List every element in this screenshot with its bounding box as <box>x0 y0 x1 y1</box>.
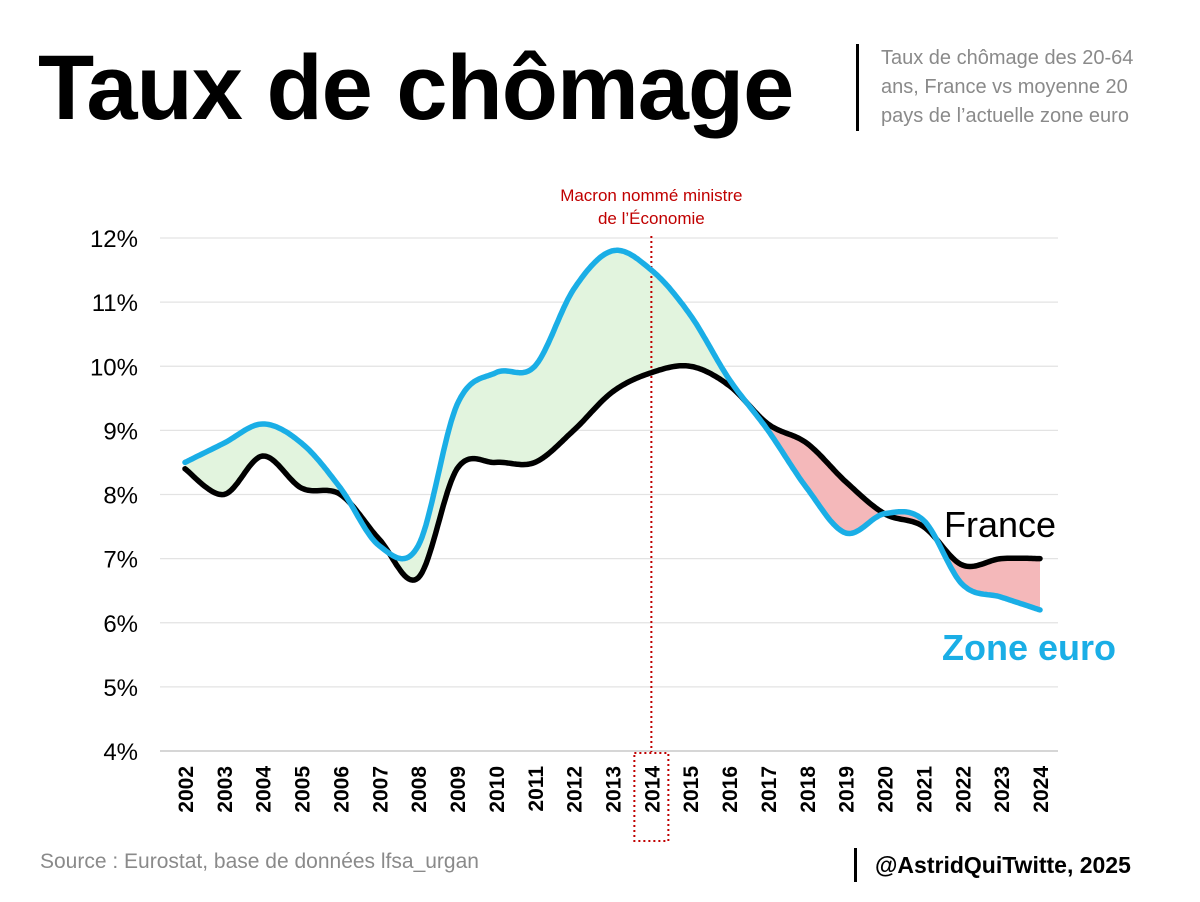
y-tick-label: 8% <box>103 483 138 510</box>
x-tick-label: 2011 <box>525 766 548 812</box>
series-lines <box>182 247 1043 613</box>
x-tick-label: 2012 <box>564 766 587 813</box>
annotation-text-line1: Macron nommé ministre <box>560 186 742 205</box>
y-tick-label: 10% <box>90 354 138 381</box>
series-label-france: France <box>944 504 1056 545</box>
x-tick-label: 2006 <box>330 766 353 813</box>
fill-france-above <box>937 539 1040 610</box>
y-tick-label: 12% <box>90 226 138 253</box>
annotation: Macron nommé ministre de l’Économie <box>560 186 743 842</box>
fill-euro-above <box>391 250 747 581</box>
y-tick-label: 7% <box>103 547 138 574</box>
x-tick-label: 2004 <box>253 766 276 813</box>
x-tick-label: 2014 <box>641 766 664 813</box>
x-tick-label: 2021 <box>913 766 936 813</box>
x-tick-label: 2020 <box>875 766 898 813</box>
x-tick-label: 2024 <box>1030 766 1053 813</box>
x-tick-label: 2017 <box>758 766 781 813</box>
x-tick-label: 2022 <box>952 766 975 813</box>
y-tick-label: 11% <box>92 290 138 317</box>
x-tick-label: 2010 <box>486 766 509 813</box>
annotation-text-line2: de l’Économie <box>598 209 705 228</box>
x-tick-label: 2018 <box>797 766 820 813</box>
x-tick-label: 2005 <box>292 766 315 813</box>
y-tick-label: 4% <box>103 739 138 766</box>
y-tick-label: 5% <box>103 675 138 702</box>
x-tick-label: 2002 <box>175 766 198 813</box>
annotation-box <box>633 752 670 842</box>
chart-subtitle: Taux de chômage des 20-64 ans, France vs… <box>856 44 1171 131</box>
y-tick-label: 9% <box>103 418 138 445</box>
series-label-zone-euro: Zone euro <box>942 627 1116 668</box>
chart-title: Taux de chômage <box>38 37 794 139</box>
x-tick-label: 2016 <box>719 766 742 813</box>
x-tick-label: 2009 <box>447 766 470 813</box>
x-tick-label: 2003 <box>214 766 237 813</box>
x-tick-label: 2015 <box>680 766 703 813</box>
x-tick-label: 2013 <box>603 766 626 813</box>
y-tick-label: 6% <box>103 611 138 638</box>
series-line-france <box>182 362 1043 583</box>
grid-lines <box>160 237 1058 752</box>
series-labels: France Zone euro <box>942 504 1116 668</box>
x-tick-label: 2008 <box>408 766 431 813</box>
source-note: Source : Eurostat, base de données lfsa_… <box>40 850 479 873</box>
y-axis-ticks: 4% 5% 6% 7% 8% 9% 10% 11% 12% <box>90 226 138 766</box>
x-tick-label: 2019 <box>836 766 859 813</box>
x-tick-label: 2023 <box>991 766 1014 813</box>
credit: @AstridQuiTwitte, 2025 <box>854 848 1131 882</box>
x-tick-label: 2007 <box>369 766 392 813</box>
x-axis-ticks: 2002 2003 2004 2005 2006 2007 2008 2009 2010 2011… <box>175 766 1053 813</box>
series-line-zone-euro <box>182 247 1043 613</box>
